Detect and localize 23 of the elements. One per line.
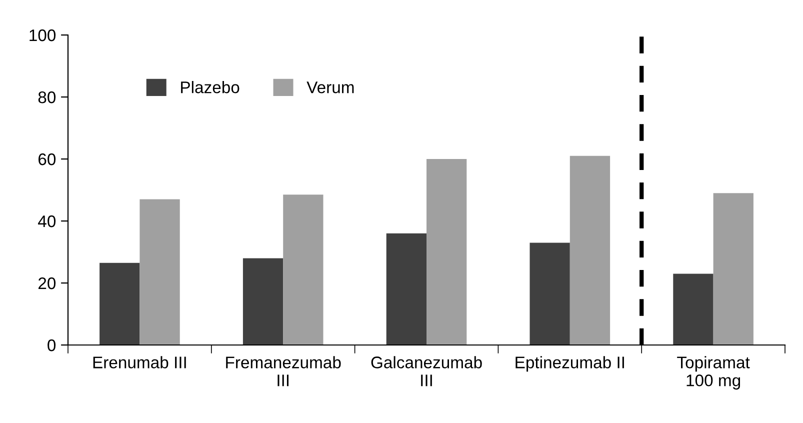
y-tick-label: 20 bbox=[38, 277, 56, 290]
bar bbox=[283, 194, 324, 345]
y-tick-label: 60 bbox=[38, 153, 56, 166]
bar bbox=[242, 258, 284, 345]
y-tick-label: 100 bbox=[30, 29, 56, 42]
bar bbox=[386, 233, 426, 345]
bar bbox=[570, 156, 610, 345]
x-tick-label: Eptinezumab II bbox=[516, 356, 624, 372]
bar bbox=[530, 242, 570, 345]
legend-label: Verum bbox=[306, 82, 354, 94]
x-tick-label: Fremanezumab III bbox=[226, 356, 341, 386]
bar bbox=[426, 159, 467, 345]
x-tick-label: Galcanezumab III bbox=[371, 356, 482, 386]
y-tick-label: 0 bbox=[48, 339, 56, 352]
legend-label: Plazebo bbox=[181, 80, 240, 94]
bar bbox=[673, 274, 714, 345]
bar bbox=[100, 262, 140, 345]
bar bbox=[140, 199, 180, 345]
bar bbox=[713, 193, 754, 345]
y-tick-label: 80 bbox=[38, 91, 56, 104]
x-tick-label: Erenumab III bbox=[93, 356, 186, 368]
x-tick-label: Topiramat 100 mg bbox=[677, 356, 750, 390]
y-tick-label: 40 bbox=[38, 215, 56, 228]
